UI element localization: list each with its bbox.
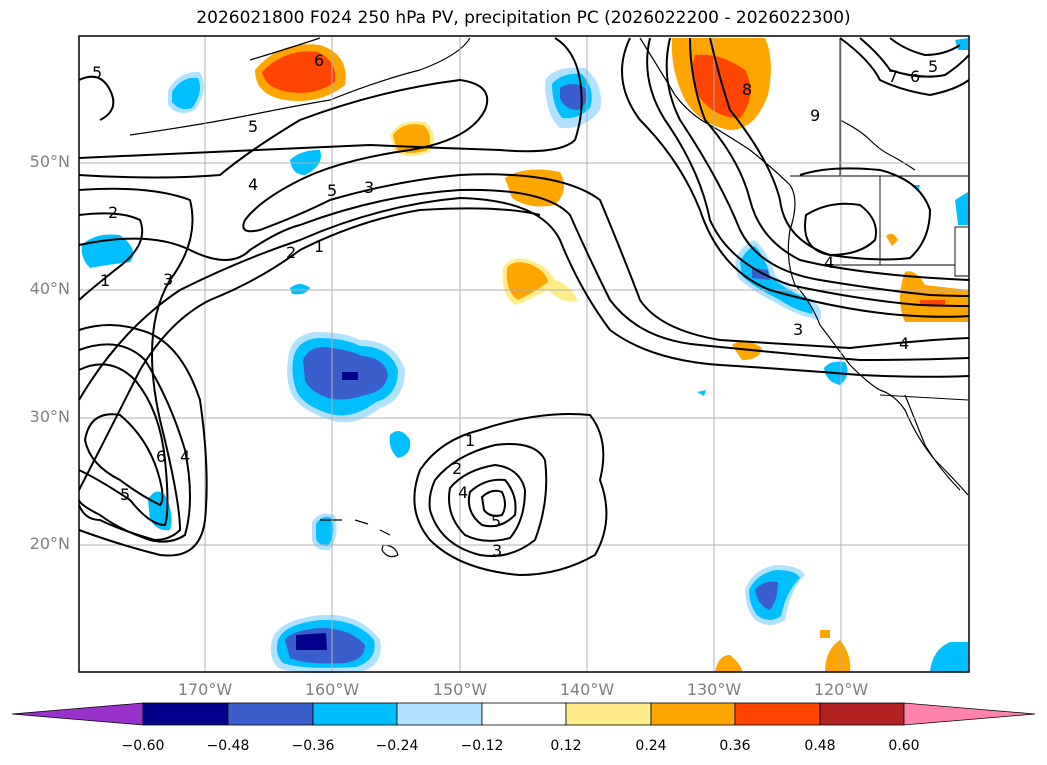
pv-contour-label: 3 xyxy=(492,541,502,560)
lon-label: 130°W xyxy=(686,680,742,699)
lon-label: 170°W xyxy=(177,680,233,699)
colorbar xyxy=(11,702,1036,726)
colorbar-tick-label: 0.12 xyxy=(550,738,582,754)
pv-contour-label: 3 xyxy=(793,320,803,339)
pv-contour-label: 6 xyxy=(910,67,920,86)
colorbar-extend-low xyxy=(11,702,144,726)
pv-contour-label: 1 xyxy=(100,271,110,290)
colorbar-bin xyxy=(819,702,905,726)
pv-contour-label: 4 xyxy=(248,175,258,194)
colorbar-tick-label: −0.48 xyxy=(206,738,250,754)
lat-label: 40°N xyxy=(29,279,70,298)
colorbar-bin xyxy=(565,702,652,726)
pv-contour-label: 5 xyxy=(120,485,130,504)
pv-contour-label: 2 xyxy=(452,459,462,478)
colorbar-tick-label: −0.12 xyxy=(460,738,504,754)
pv-contour-label: 5 xyxy=(92,63,102,82)
colorbar-bin xyxy=(650,702,736,726)
colorbar-extend-high xyxy=(903,702,1036,726)
pv-contour-label: 4 xyxy=(824,253,834,272)
pv-contour-label: 5 xyxy=(248,117,258,136)
pv-contour-label: 2 xyxy=(108,203,118,222)
colorbar-bin xyxy=(142,702,229,726)
pv-contour-label: 3 xyxy=(163,270,173,289)
pv-contour-label: 1 xyxy=(465,431,475,450)
graticule xyxy=(79,36,969,672)
pv-contour-label: 4 xyxy=(458,483,468,502)
pv-contour-label: 7 xyxy=(888,67,898,86)
colorbar-tick-label: −0.24 xyxy=(375,738,419,754)
pv-contour-label: 2 xyxy=(286,243,296,262)
colorbar-tick-label: −0.36 xyxy=(291,738,335,754)
pv-contour-label: 4 xyxy=(180,447,190,466)
lon-label: 150°W xyxy=(432,680,488,699)
lon-label: 120°W xyxy=(813,680,869,699)
political-borders xyxy=(790,38,969,401)
pv-contour-label-group: 5 6 5 4 5 3 2 1 2 1 3 6 4 5 1 2 4 5 3 8 … xyxy=(92,51,938,560)
pv-contour-label: 6 xyxy=(156,447,166,466)
lon-label: 160°W xyxy=(304,680,360,699)
colorbar-bin xyxy=(396,702,483,726)
pv-contour-label: 8 xyxy=(742,80,752,99)
lat-label: 20°N xyxy=(29,534,70,553)
colorbar-bin xyxy=(312,702,398,726)
colorbar-bin xyxy=(734,702,821,726)
colorbar-tick-label: 0.60 xyxy=(888,738,920,754)
colorbar-tick-label: 0.36 xyxy=(719,738,751,754)
pv-contour-label: 5 xyxy=(327,181,337,200)
pv-contour-label: 5 xyxy=(928,57,938,76)
figure-title: 2026021800 F024 250 hPa PV, precipitatio… xyxy=(196,8,851,28)
pv-contours xyxy=(78,37,970,577)
pv-contour-label: 6 xyxy=(314,51,324,70)
colorbar-bin xyxy=(481,702,567,726)
lat-label: 30°N xyxy=(29,407,70,426)
colorbar-tick-label: −0.60 xyxy=(121,738,165,754)
map-frame xyxy=(78,35,970,673)
lat-label: 50°N xyxy=(29,152,70,171)
pv-contour-label: 3 xyxy=(364,178,374,197)
pv-contour-label: 1 xyxy=(314,237,324,256)
pv-contour-label: 4 xyxy=(899,334,909,353)
colorbar-tick-label: 0.48 xyxy=(804,738,836,754)
colorbar-bin xyxy=(227,702,314,726)
pv-contour-label: 9 xyxy=(810,106,820,125)
lon-label: 140°W xyxy=(559,680,615,699)
map-panel xyxy=(79,36,969,672)
pv-contour-label: 5 xyxy=(491,512,501,531)
colorbar-tick-label: 0.24 xyxy=(635,738,667,754)
